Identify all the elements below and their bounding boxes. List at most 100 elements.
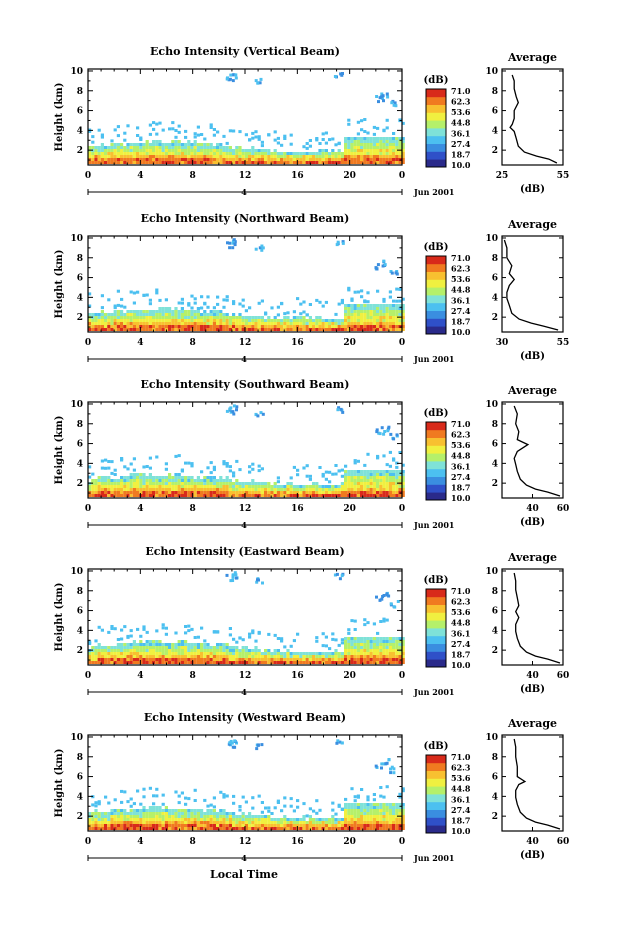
avg-y-tick-label: 6 (492, 274, 498, 284)
y-tick-label: 6 (77, 773, 83, 783)
colorbar-segment (426, 445, 446, 454)
y-tick-label: 2 (77, 479, 83, 489)
x-tick-label: 16 (291, 338, 304, 348)
colorbar-segment (426, 89, 446, 98)
x-tick-label: 16 (291, 504, 304, 514)
colorbar-unit: (dB) (424, 75, 449, 86)
y-tick-label: 8 (77, 254, 83, 264)
colorbar-segment (426, 825, 446, 834)
colorbar-tick-label: 18.7 (451, 149, 470, 159)
x-tick-label: 8 (190, 171, 196, 181)
avg-x-tick-label: 60 (557, 671, 570, 681)
avg-y-tick-label: 6 (492, 440, 498, 450)
colorbar-segment (426, 801, 446, 810)
average-frame (501, 734, 564, 832)
colorbar-segment (426, 484, 446, 493)
avg-x-tick-label: 60 (557, 504, 570, 514)
colorbar-segment (426, 468, 446, 477)
y-axis-label: Height (km) (54, 83, 65, 152)
avg-y-tick-label: 4 (492, 792, 498, 802)
y-tick-label: 6 (77, 440, 83, 450)
avg-y-tick-label: 10 (485, 567, 498, 577)
colorbar-segment (426, 476, 446, 485)
colorbar-segment (426, 778, 446, 787)
day-marker: 4 (241, 853, 247, 863)
x-tick-label: 16 (291, 171, 304, 181)
colorbar-segment (426, 310, 446, 319)
y-axis-label: Height (km) (54, 583, 65, 652)
colorbar-tick-label: 53.6 (451, 440, 471, 450)
colorbar-tick-label: 10.0 (451, 327, 471, 337)
avg-x-tick-label: 30 (496, 338, 509, 348)
avg-x-tick-label: 60 (557, 837, 570, 847)
colorbar-tick-label: 36.1 (451, 628, 470, 638)
avg-y-tick-label: 10 (485, 234, 498, 244)
colorbar-segment (426, 786, 446, 795)
y-tick-label: 10 (70, 733, 83, 743)
x-axis-label: Local Time (210, 868, 278, 881)
day-marker: 4 (241, 520, 247, 530)
colorbar-unit: (dB) (424, 408, 449, 419)
y-tick-label: 4 (77, 293, 83, 303)
y-tick-label: 10 (70, 400, 83, 410)
colorbar-tick-label: 44.8 (451, 784, 471, 794)
colorbar-tick-label: 10.0 (451, 660, 471, 670)
average-profile-line (509, 74, 558, 164)
colorbar-tick-label: 27.4 (451, 306, 471, 316)
x-tick-label: 12 (239, 171, 252, 181)
average-frame (501, 235, 564, 333)
colorbar-frame (425, 88, 447, 168)
colorbar-segment (426, 604, 446, 613)
x-tick-label: 0 (399, 671, 405, 681)
y-tick-label: 6 (77, 274, 83, 284)
avg-y-tick-label: 6 (492, 773, 498, 783)
colorbar-tick-label: 53.6 (451, 607, 471, 617)
colorbar-tick-label: 44.8 (451, 618, 471, 628)
x-tick-label: 16 (291, 837, 304, 847)
colorbar-segment (426, 287, 446, 296)
day-marker: 4 (241, 687, 247, 697)
avg-x-tick-label: 40 (526, 837, 539, 847)
avg-x-tick-label: 40 (526, 504, 539, 514)
colorbar-segment (426, 159, 446, 168)
colorbar-unit: (dB) (424, 575, 449, 586)
colorbar-tick-label: 53.6 (451, 274, 471, 284)
day-marker: 4 (241, 354, 247, 364)
colorbar-tick-label: 53.6 (451, 107, 471, 117)
x-tick-label: 8 (190, 671, 196, 681)
x-tick-label: 12 (239, 671, 252, 681)
colorbar-tick-label: 71.0 (451, 86, 471, 96)
colorbar-segment (426, 762, 446, 771)
y-tick-label: 4 (77, 792, 83, 802)
avg-y-tick-label: 6 (492, 607, 498, 617)
x-tick-label: 20 (343, 504, 356, 514)
colorbar-segment (426, 659, 446, 668)
colorbar-tick-label: 44.8 (451, 451, 471, 461)
colorbar-segment (426, 326, 446, 335)
colorbar-segment (426, 628, 446, 637)
avg-y-tick-label: 2 (492, 313, 498, 323)
x-tick-label: 0 (85, 504, 91, 514)
colorbar-tick-label: 44.8 (451, 118, 471, 128)
y-tick-label: 8 (77, 753, 83, 763)
y-tick-label: 4 (77, 126, 83, 136)
colorbar-tick-label: 62.3 (451, 97, 471, 107)
colorbar-frame (425, 255, 447, 335)
x-tick-label: 12 (239, 504, 252, 514)
colorbar-segment (426, 755, 446, 764)
date-label: Jun 2001 (413, 187, 454, 197)
colorbar-segment (426, 429, 446, 438)
colorbar-segment (426, 492, 446, 501)
colorbar-tick-label: 18.7 (451, 482, 470, 492)
x-tick-label: 0 (85, 171, 91, 181)
average-profile-line (503, 239, 559, 331)
x-tick-label: 20 (343, 671, 356, 681)
colorbar-segment (426, 612, 446, 621)
colorbar-tick-label: 71.0 (451, 253, 471, 263)
colorbar-segment (426, 128, 446, 137)
colorbar-tick-label: 10.0 (451, 160, 471, 170)
avg-y-tick-label: 10 (485, 400, 498, 410)
avg-y-tick-label: 8 (492, 420, 498, 430)
average-frame (501, 568, 564, 666)
colorbar-tick-label: 44.8 (451, 285, 471, 295)
